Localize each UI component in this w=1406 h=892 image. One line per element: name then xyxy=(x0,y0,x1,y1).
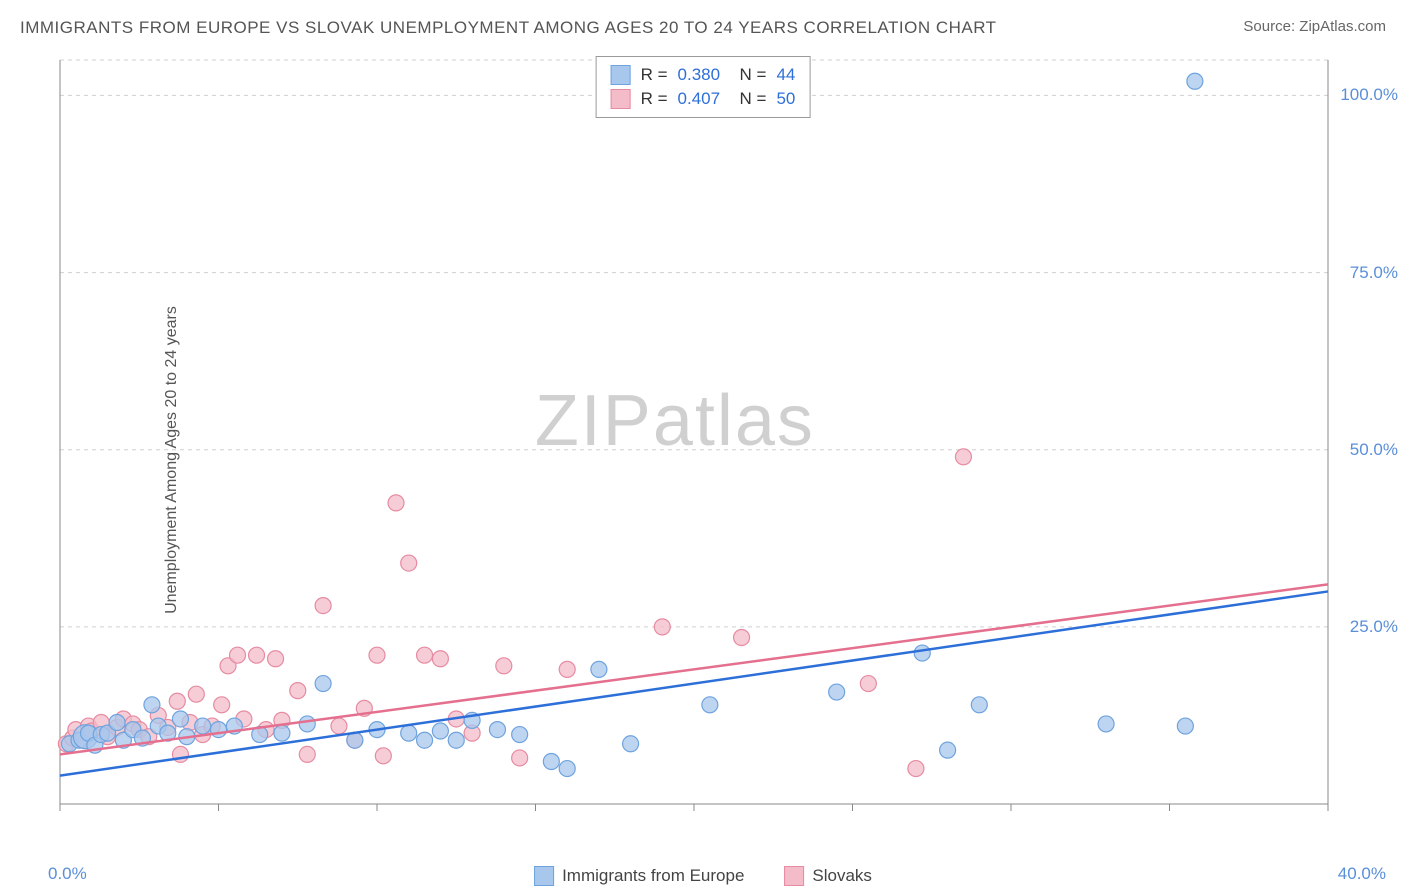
scatter-plot-svg xyxy=(48,50,1388,840)
correlation-legend: R = 0.380 N = 44 R = 0.407 N = 50 xyxy=(596,56,811,118)
y-tick-label: 75.0% xyxy=(1350,263,1398,283)
y-tick-label: 100.0% xyxy=(1340,85,1398,105)
legend-r-label: R = xyxy=(641,65,668,85)
source-prefix: Source: xyxy=(1243,18,1299,35)
x-max-label: 40.0% xyxy=(1338,864,1386,884)
source-link[interactable]: ZipAtlas.com xyxy=(1299,18,1386,35)
y-tick-label: 50.0% xyxy=(1350,440,1398,460)
legend-r-label: R = xyxy=(641,89,668,109)
legend-swatch-1b xyxy=(784,866,804,886)
legend-n-value-0: 44 xyxy=(776,65,795,85)
legend-r-value-0: 0.380 xyxy=(678,65,721,85)
legend-label-1: Slovaks xyxy=(812,866,872,886)
legend-n-value-1: 50 xyxy=(776,89,795,109)
legend-item-0: Immigrants from Europe xyxy=(534,866,744,886)
legend-label-0: Immigrants from Europe xyxy=(562,866,744,886)
legend-r-value-1: 0.407 xyxy=(678,89,721,109)
legend-n-label: N = xyxy=(730,65,766,85)
legend-row-series-0: R = 0.380 N = 44 xyxy=(611,63,796,87)
legend-swatch-1 xyxy=(611,89,631,109)
legend-swatch-0b xyxy=(534,866,554,886)
legend-swatch-0 xyxy=(611,65,631,85)
y-axis-label: Unemployment Among Ages 20 to 24 years xyxy=(163,306,181,614)
chart-title: IMMIGRANTS FROM EUROPE VS SLOVAK UNEMPLO… xyxy=(20,18,997,38)
x-min-label: 0.0% xyxy=(48,864,87,884)
chart-area: Unemployment Among Ages 20 to 24 years xyxy=(48,50,1388,870)
series-legend: Immigrants from Europe Slovaks xyxy=(534,866,872,886)
legend-row-series-1: R = 0.407 N = 50 xyxy=(611,87,796,111)
y-tick-label: 25.0% xyxy=(1350,617,1398,637)
legend-n-label: N = xyxy=(730,89,766,109)
source-attribution: Source: ZipAtlas.com xyxy=(1243,18,1386,35)
legend-item-1: Slovaks xyxy=(784,866,872,886)
